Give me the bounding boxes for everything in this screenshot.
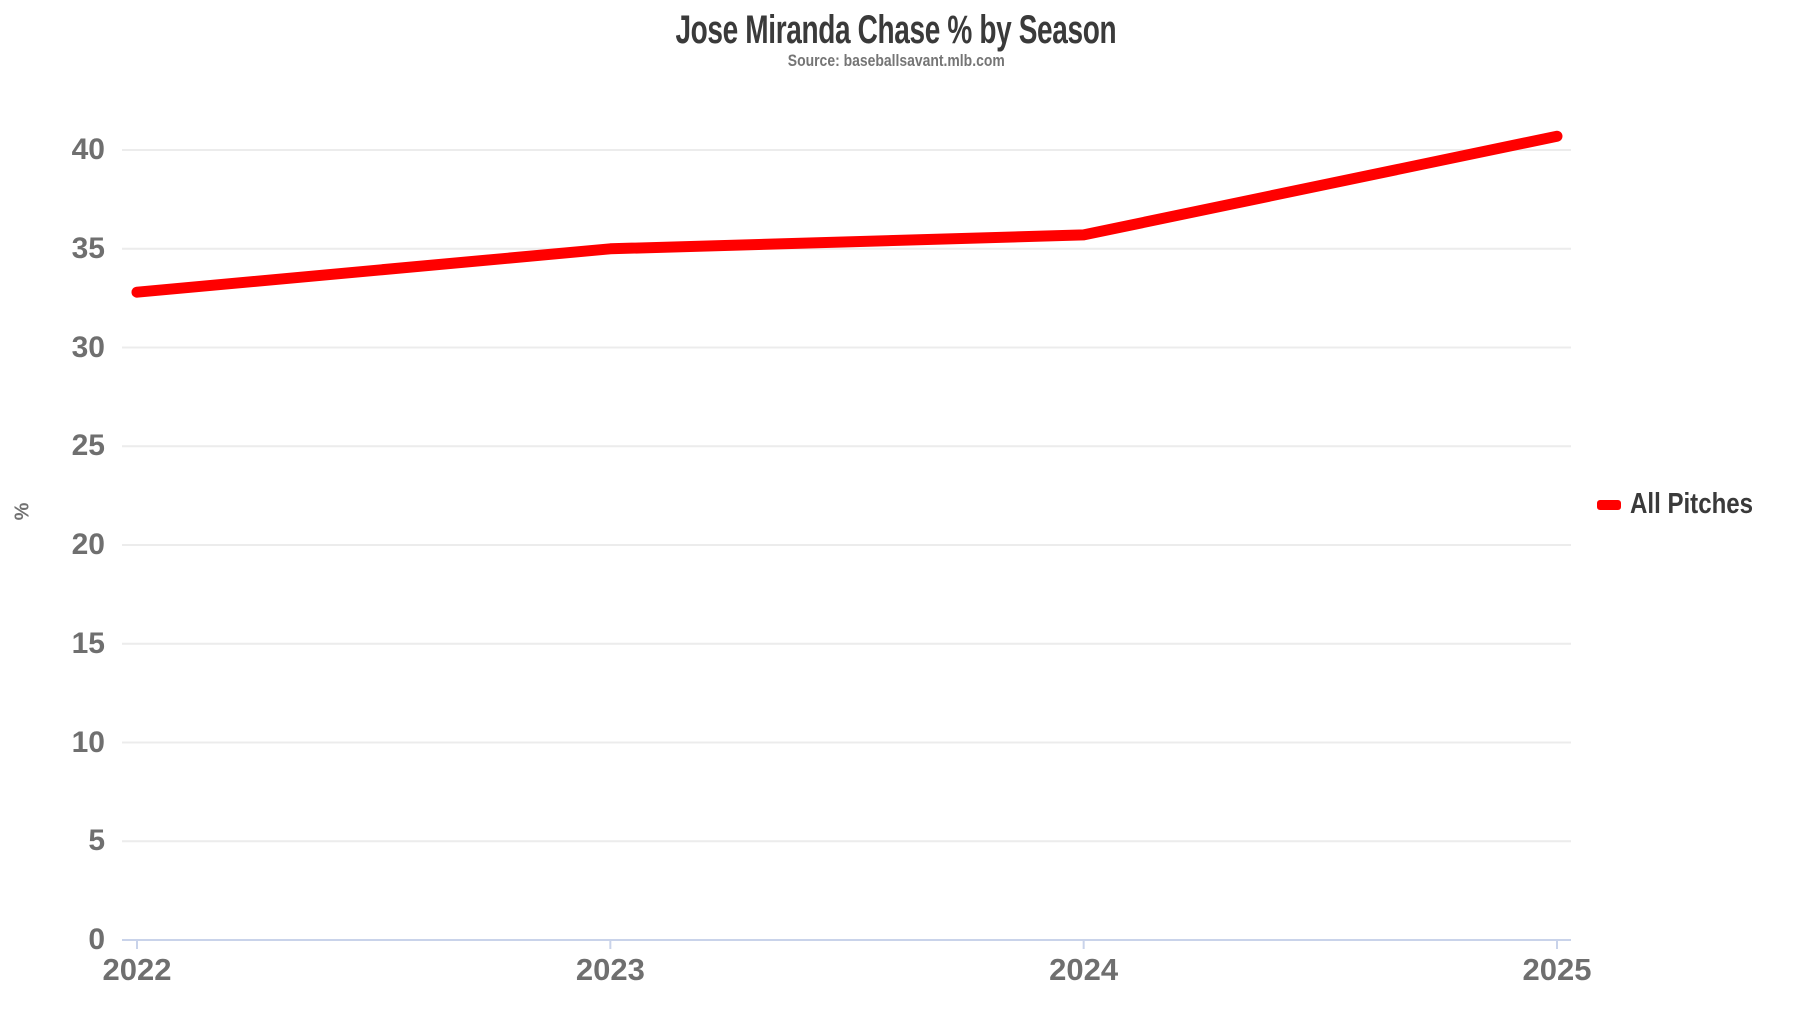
x-tick-label-2024: 2024 (1049, 952, 1119, 987)
x-tick-label-2025: 2025 (1522, 952, 1592, 987)
legend-item-all-pitches[interactable]: All Pitches (1597, 488, 1778, 521)
legend-label: All Pitches (1630, 488, 1754, 520)
y-tick-label-40: 40 (71, 133, 105, 166)
legend-swatch-icon (1597, 499, 1621, 510)
y-tick-label-25: 25 (71, 429, 105, 463)
legend: All Pitches (1597, 488, 1778, 521)
y-tick-label-35: 35 (71, 231, 105, 265)
y-axis-title: % (11, 502, 34, 521)
y-tick-label-10: 10 (71, 725, 105, 759)
y-tick-label-5: 5 (88, 824, 105, 858)
x-tick-label-2023: 2023 (575, 952, 645, 987)
y-tick-label-30: 30 (71, 330, 105, 364)
y-tick-label-20: 20 (71, 528, 105, 561)
y-tick-label-15: 15 (71, 626, 105, 660)
series-line-all-pitches[interactable] (131, 130, 1563, 298)
x-tick-label-2022: 2022 (102, 952, 172, 987)
y-tick-label-0: 0 (88, 923, 105, 956)
